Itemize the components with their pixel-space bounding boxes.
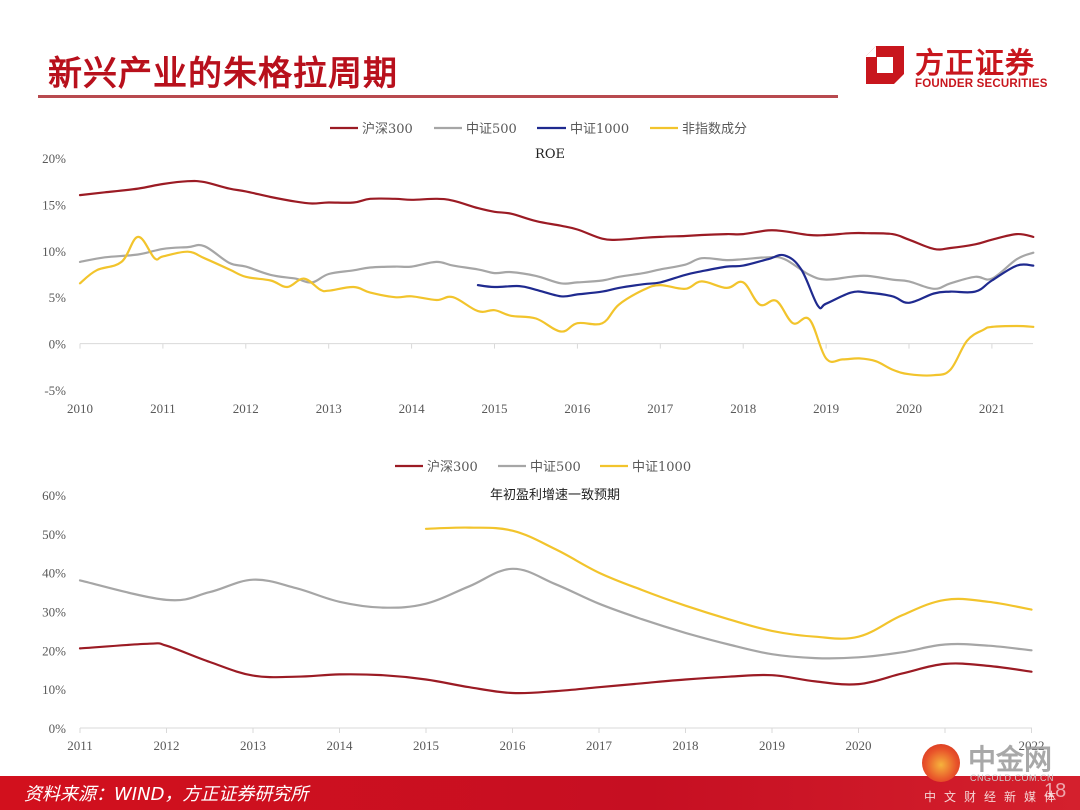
x-tick-label: 2018 [673, 738, 699, 753]
x-tick-label: 2014 [399, 401, 426, 416]
series-line-zz500 [78, 243, 1035, 290]
legend-label-zz500: 中证500 [530, 460, 581, 475]
legend-label-zz500: 中证500 [466, 122, 517, 137]
growth-legend: 沪深300 中证500 中证1000 [395, 459, 691, 475]
y-tick-label: 10% [42, 244, 66, 259]
logo-name-en: FOUNDER SECURITIES [915, 78, 1048, 90]
x-tick-label: 2022 [1019, 738, 1045, 753]
watermark-name: 中金网 [968, 743, 1053, 776]
y-tick-label: 40% [42, 566, 66, 581]
series-line-zz1000 [476, 253, 1035, 310]
y-tick-label: 30% [42, 605, 66, 620]
y-tick-label: 0% [49, 721, 67, 736]
logo-name-cn: 方正证券 [915, 46, 1036, 80]
series-line-hs300 [78, 179, 1035, 251]
roe-legend: 沪深300 中证500 中证1000 非指数成分 [330, 121, 747, 137]
roe-chart-title: ROE [535, 147, 565, 162]
x-tick-label: 2013 [316, 401, 342, 416]
x-tick-label: 2014 [327, 738, 354, 753]
legend-label-zz1000: 中证1000 [570, 122, 629, 137]
x-tick-label: 2011 [150, 401, 176, 416]
y-tick-label: 20% [42, 643, 66, 658]
legend-label-hs300: 沪深300 [362, 121, 413, 137]
series-line-non-index [78, 235, 1035, 377]
charts-canvas: 沪深300 中证500 中证1000 非指数成分 ROE 20% 15% 10% 5%… [42, 121, 1044, 753]
y-tick-label: 60% [42, 488, 66, 503]
page-number: 18 [1044, 780, 1067, 802]
x-tick-label: 2015 [482, 401, 508, 416]
legend-label-non-index: 非指数成分 [682, 122, 747, 137]
x-tick-label: 2016 [564, 401, 591, 416]
roe-chart: 沪深300 中证500 中证1000 非指数成分 ROE 20% 15% 10% 5%… [42, 121, 1035, 416]
series-line-hs300 [78, 642, 1033, 695]
company-logo: 方正证券 FOUNDER SECURITIES [860, 40, 1050, 95]
page-title: 新兴产业的朱格拉周期 [48, 54, 398, 94]
x-tick-label: 2019 [813, 401, 839, 416]
x-tick-label: 2017 [586, 738, 613, 753]
x-tick-label: 2011 [67, 738, 93, 753]
founder-logo-icon [866, 46, 904, 84]
y-tick-label: 15% [42, 197, 66, 212]
source-note: 资料来源：WIND，方正证券研究所 [24, 784, 309, 805]
y-tick-label: 0% [49, 337, 67, 352]
x-tick-label: 2018 [730, 401, 756, 416]
footer-bar: 资料来源：WIND，方正证券研究所 [0, 776, 1080, 810]
earnings-growth-chart: 沪深300 中证500 中证1000 年初盈利增速一致预期 60% 50% 40% 3… [42, 459, 1044, 753]
cngold-watermark: 中金网 CNGOLD.COM.CN 中文财经新媒体 [918, 738, 1078, 808]
title-divider [38, 95, 838, 98]
y-tick-label: 50% [42, 527, 66, 542]
x-tick-label: 2021 [979, 401, 1005, 416]
y-tick-label: -5% [44, 383, 66, 398]
x-tick-label: 2020 [896, 401, 922, 416]
watermark-tagline: 中文财经新媒体 [924, 790, 1065, 804]
x-tick-label: 2019 [759, 738, 785, 753]
x-tick-label: 2010 [67, 401, 93, 416]
series-line-zz500 [78, 567, 1033, 660]
cngold-logo-icon [922, 744, 960, 782]
y-tick-label: 20% [42, 151, 66, 166]
x-tick-label: 2017 [647, 401, 674, 416]
growth-chart-title: 年初盈利增速一致预期 [490, 488, 620, 503]
legend-label-hs300: 沪深300 [427, 459, 478, 475]
watermark-url: CNGOLD.COM.CN [970, 773, 1055, 783]
x-tick-label: 2016 [500, 738, 527, 753]
x-tick-label: 2012 [233, 401, 259, 416]
x-tick-label: 2020 [846, 738, 872, 753]
series-line-zz1000 [424, 526, 1033, 640]
x-tick-label: 2015 [413, 738, 439, 753]
y-tick-label: 5% [49, 290, 67, 305]
legend-label-zz1000: 中证1000 [632, 460, 691, 475]
x-tick-label: 2013 [240, 738, 266, 753]
x-tick-label: 2012 [154, 738, 180, 753]
y-tick-label: 10% [42, 682, 66, 697]
